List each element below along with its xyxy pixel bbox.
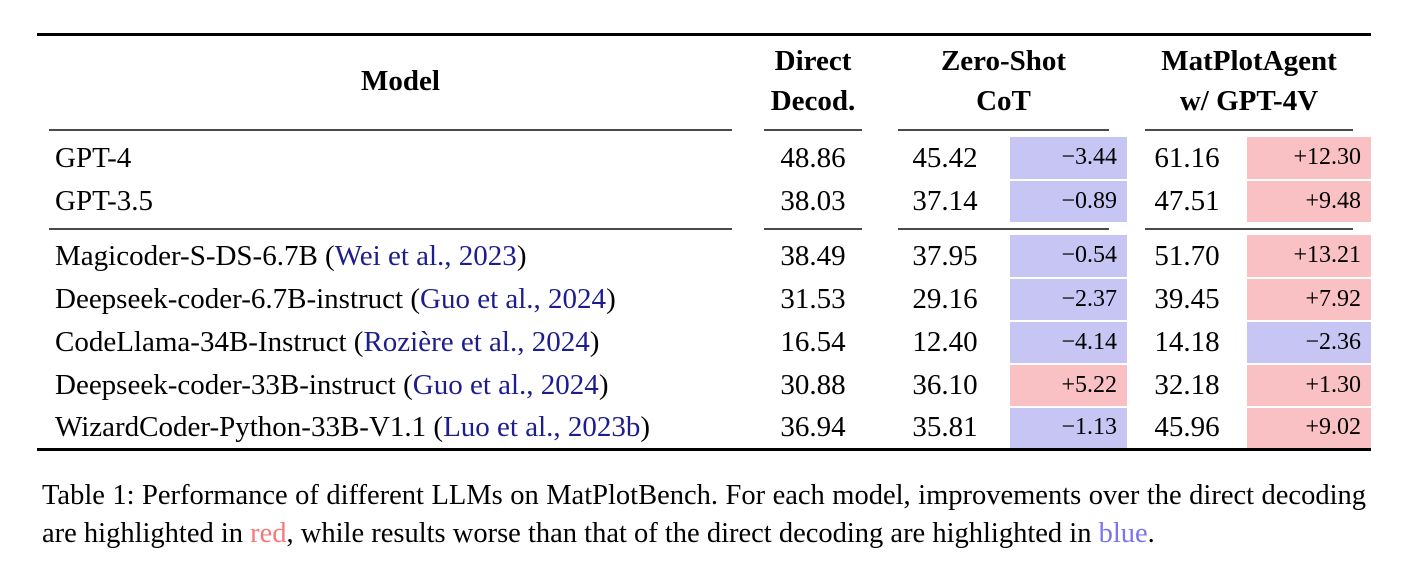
citation-link[interactable]: Guo et al., 2024 <box>420 282 607 315</box>
caption-red-word: red <box>250 518 287 549</box>
rule-under-zero-shot <box>898 128 1110 131</box>
table-body-open-models-group: Magicoder-S-DS-6.7B (Wei et al., 2023) 3… <box>37 234 1372 451</box>
model-name-suffix: ) <box>516 239 527 272</box>
table-row: WizardCoder-Python-33B-V1.1 (Luo et al.,… <box>37 406 1372 451</box>
direct-decoding-score: 16.54 <box>780 325 846 358</box>
model-name-cell: Deepseek-coder-33B-instruct (Guo et al.,… <box>37 364 746 407</box>
direct-decoding-score: 31.53 <box>780 282 846 315</box>
model-name-cell: Magicoder-S-DS-6.7B (Wei et al., 2023) <box>37 235 746 278</box>
matplotagent-delta: +7.92 <box>1247 277 1372 322</box>
matplotagent-delta: +9.02 <box>1247 406 1372 451</box>
direct-decoding-score: 38.49 <box>780 239 846 272</box>
matplotagent-delta: +12.30 <box>1247 136 1372 181</box>
rule-under-matplotagent <box>1145 128 1354 131</box>
table-row: Deepseek-coder-33B-instruct (Guo et al.,… <box>37 363 1372 408</box>
table-caption: Table 1: Performance of different LLMs o… <box>42 477 1366 553</box>
header-line: Zero-Shot <box>940 45 1067 78</box>
model-name: GPT-3.5 <box>55 184 154 217</box>
model-name: WizardCoder-Python-33B-V1.1 ( <box>55 410 444 443</box>
direct-decoding-score: 38.03 <box>780 184 846 217</box>
zero-shot-cot-delta: −0.54 <box>1010 234 1128 279</box>
matplotagent-score: 51.70 <box>1154 239 1220 272</box>
zero-shot-cot-delta: +5.22 <box>1010 363 1128 408</box>
model-name-cell: Deepseek-coder-6.7B-instruct (Guo et al.… <box>37 278 746 321</box>
zero-shot-cot-score: 37.14 <box>912 184 978 217</box>
citation-link[interactable]: Rozière et al., 2024 <box>363 325 590 358</box>
zero-shot-cot-score: 45.42 <box>912 141 978 174</box>
results-table: Model Direct Decod. Zero-Shot CoT MatPlo… <box>37 33 1372 451</box>
rule-under-zero-shot <box>898 228 1110 230</box>
page: Model Direct Decod. Zero-Shot CoT MatPlo… <box>37 33 1372 553</box>
caption-blue-word: blue <box>1098 518 1148 549</box>
column-header-direct-decoding: Direct Decod. <box>746 35 880 127</box>
model-name-suffix: ) <box>640 410 651 443</box>
model-name: Deepseek-coder-6.7B-instruct ( <box>55 282 420 315</box>
zero-shot-cot-score: 35.81 <box>912 410 978 443</box>
matplotagent-delta: +1.30 <box>1247 363 1372 408</box>
header-line: MatPlotAgent <box>1161 45 1337 78</box>
model-name: GPT-4 <box>55 141 132 174</box>
model-name: CodeLlama-34B-Instruct ( <box>55 325 364 358</box>
header-row: Model Direct Decod. Zero-Shot CoT MatPlo… <box>37 35 1371 127</box>
matplotagent-score: 39.45 <box>1154 282 1220 315</box>
header-rule-row <box>37 127 1371 137</box>
matplotagent-score: 61.16 <box>1154 141 1220 174</box>
model-name-cell: GPT-4 <box>37 137 746 180</box>
table-row: CodeLlama-34B-Instruct (Rozière et al., … <box>37 320 1372 365</box>
caption-text: Table 1: Performance of different LLMs o… <box>42 480 1366 549</box>
header-line: w/ GPT-4V <box>1179 85 1319 118</box>
model-name-suffix: ) <box>598 368 609 401</box>
table-row: GPT-4 48.86 45.42 −3.44 61.16 +12.30 <box>37 136 1372 181</box>
column-header-zero-shot-cot: Zero-Shot CoT <box>880 35 1127 127</box>
column-header-matplotagent: MatPlotAgent w/ GPT-4V <box>1127 35 1371 127</box>
citation-link[interactable]: Luo et al., 2023b <box>443 410 641 443</box>
matplotagent-score: 47.51 <box>1154 184 1220 217</box>
table-body-gpt-group: GPT-4 48.86 45.42 −3.44 61.16 +12.30 GPT… <box>37 136 1372 224</box>
table-row: GPT-3.5 38.03 37.14 −0.89 47.51 +9.48 <box>37 179 1372 224</box>
header-line: Direct <box>774 45 852 78</box>
zero-shot-cot-score: 12.40 <box>912 325 978 358</box>
table-row: Deepseek-coder-6.7B-instruct (Guo et al.… <box>37 277 1372 322</box>
rule-under-direct <box>764 227 862 230</box>
model-name-suffix: ) <box>589 325 600 358</box>
zero-shot-cot-delta: −0.89 <box>1010 179 1128 224</box>
matplotagent-score: 45.96 <box>1154 410 1220 443</box>
zero-shot-cot-delta: −2.37 <box>1010 277 1128 322</box>
header-line: CoT <box>976 85 1031 118</box>
caption-text: . <box>1147 518 1155 549</box>
rule-under-matplotagent <box>1145 228 1354 230</box>
zero-shot-cot-score: 29.16 <box>912 282 978 315</box>
rule-under-model <box>49 227 732 230</box>
direct-decoding-score: 36.94 <box>780 410 846 443</box>
zero-shot-cot-score: 37.95 <box>912 239 978 272</box>
zero-shot-cot-delta: −3.44 <box>1010 136 1128 181</box>
citation-link[interactable]: Wei et al., 2023 <box>334 239 517 272</box>
column-header-model: Model <box>361 65 440 98</box>
rule-under-direct <box>764 128 862 131</box>
table-row: Magicoder-S-DS-6.7B (Wei et al., 2023) 3… <box>37 234 1372 279</box>
citation-link[interactable]: Guo et al., 2024 <box>412 368 599 401</box>
table-header: Model Direct Decod. Zero-Shot CoT MatPlo… <box>37 35 1371 137</box>
direct-decoding-score: 30.88 <box>780 368 846 401</box>
model-name-cell: GPT-3.5 <box>37 180 746 223</box>
header-line: Decod. <box>770 85 856 118</box>
caption-text: , while results worse than that of the d… <box>286 518 1099 549</box>
direct-decoding-score: 48.86 <box>780 141 846 174</box>
rule-under-model <box>49 128 732 131</box>
matplotagent-delta: +13.21 <box>1247 234 1372 279</box>
zero-shot-cot-delta: −4.14 <box>1010 320 1128 365</box>
model-name-cell: WizardCoder-Python-33B-V1.1 (Luo et al.,… <box>37 407 746 450</box>
model-name-cell: CodeLlama-34B-Instruct (Rozière et al., … <box>37 321 746 364</box>
zero-shot-cot-score: 36.10 <box>912 368 978 401</box>
mid-rule-row <box>37 223 1371 235</box>
matplotagent-score: 14.18 <box>1154 325 1220 358</box>
model-name-suffix: ) <box>606 282 616 315</box>
zero-shot-cot-delta: −1.13 <box>1010 406 1128 451</box>
matplotagent-delta: +9.48 <box>1247 179 1372 224</box>
matplotagent-delta: −2.36 <box>1247 320 1372 365</box>
matplotagent-score: 32.18 <box>1154 368 1220 401</box>
model-name: Magicoder-S-DS-6.7B ( <box>55 239 335 272</box>
model-name: Deepseek-coder-33B-instruct ( <box>55 368 413 401</box>
